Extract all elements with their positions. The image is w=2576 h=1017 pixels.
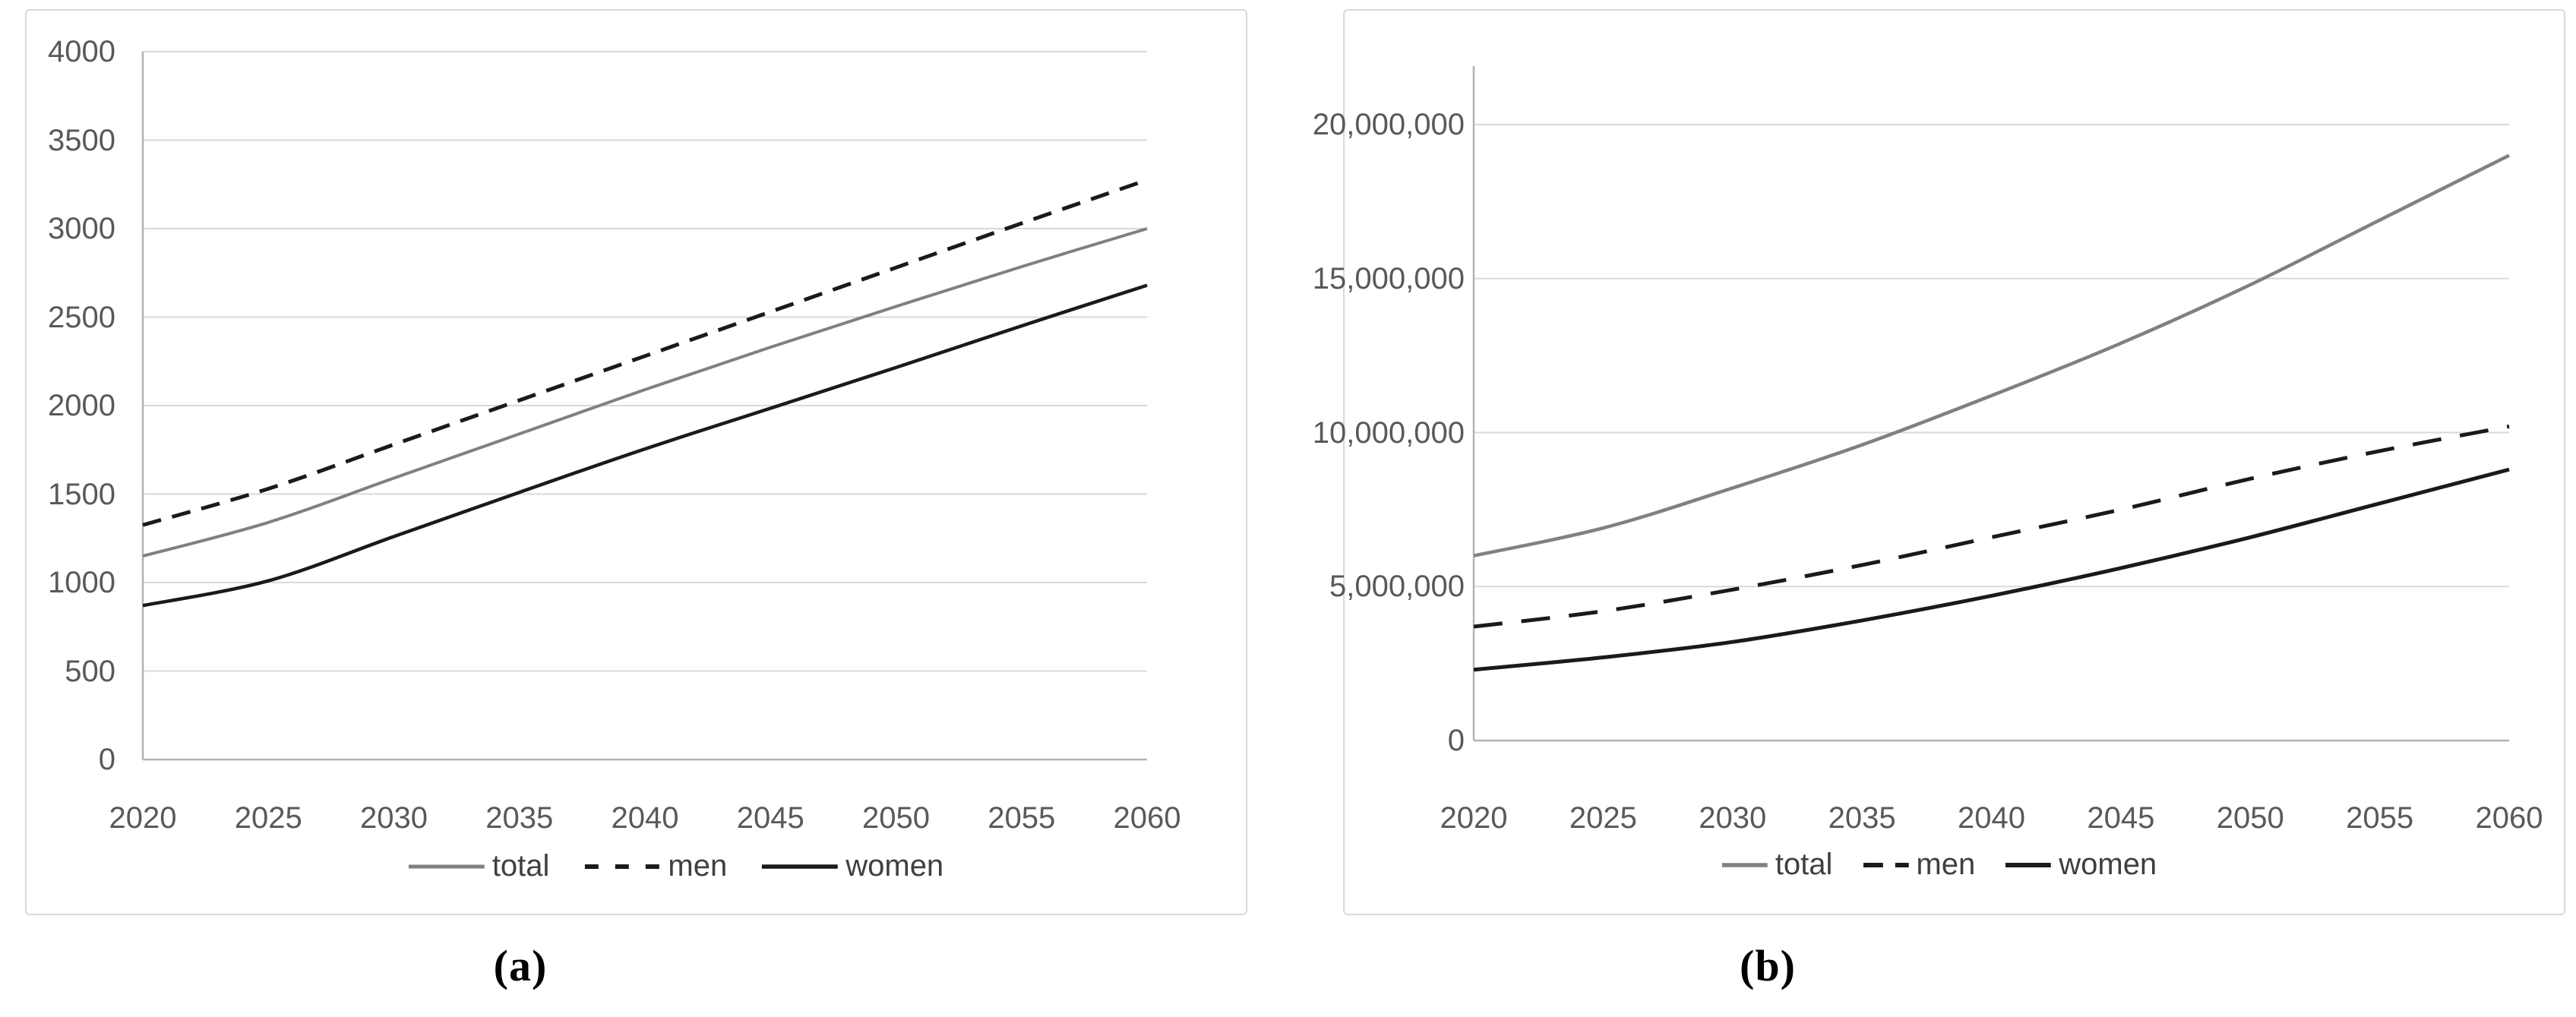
chart-card-a bbox=[25, 9, 1247, 915]
chart-b-gridlines bbox=[1474, 124, 2509, 588]
legend-item-men: men bbox=[584, 849, 727, 883]
chart-card-b bbox=[1343, 9, 2565, 915]
series-line-men-a bbox=[142, 178, 1148, 527]
y-tick-label: 1500 bbox=[48, 477, 115, 511]
y-tick-label: 0 bbox=[1447, 724, 1465, 757]
x-tick-label: 2035 bbox=[485, 801, 554, 835]
chart-a-gridlines bbox=[143, 51, 1147, 672]
chart-a-series bbox=[142, 178, 1148, 608]
y-tick-label: 15,000,000 bbox=[1312, 261, 1465, 295]
line-swatch-icon bbox=[1721, 862, 1768, 867]
y-tick-label: 3500 bbox=[48, 123, 115, 157]
x-tick-label: 2055 bbox=[2346, 801, 2414, 835]
y-tick-label: 4000 bbox=[48, 35, 115, 68]
legend-item-women: women bbox=[2005, 848, 2157, 882]
y-tick-label: 5,000,000 bbox=[1329, 570, 1465, 604]
chart-b-legend: total men women bbox=[1721, 848, 2157, 882]
series-line-total-a bbox=[142, 227, 1148, 557]
x-tick-label: 2045 bbox=[736, 801, 804, 835]
line-swatch-icon bbox=[408, 864, 485, 868]
y-tick-label: 20,000,000 bbox=[1312, 108, 1465, 142]
chart-b-axes bbox=[1472, 66, 2509, 742]
series-line-women-b bbox=[1473, 467, 2510, 672]
x-tick-label: 2025 bbox=[234, 801, 302, 835]
legend-label-men: men bbox=[1916, 848, 1976, 881]
legend-item-total: total bbox=[1721, 848, 1833, 882]
x-tick-label: 2035 bbox=[1828, 801, 1896, 835]
legend-item-men: men bbox=[1863, 848, 1975, 882]
legend-label-total: total bbox=[491, 849, 550, 883]
chart-a-axes bbox=[141, 52, 1147, 761]
y-tick-label: 3000 bbox=[48, 212, 115, 245]
x-tick-label: 2030 bbox=[1699, 801, 1767, 835]
x-tick-label: 2040 bbox=[1958, 801, 2025, 835]
x-tick-label: 2045 bbox=[2087, 801, 2155, 835]
legend-item-total: total bbox=[408, 849, 550, 883]
line-swatch-icon bbox=[584, 864, 661, 869]
y-tick-label: 2500 bbox=[48, 300, 115, 334]
caption-a: (a) bbox=[493, 941, 548, 990]
series-line-men-b bbox=[1473, 424, 2510, 629]
y-tick-label: 500 bbox=[65, 654, 115, 688]
x-tick-label: 2040 bbox=[611, 801, 679, 835]
x-tick-label: 2050 bbox=[2216, 801, 2284, 835]
x-tick-label: 2020 bbox=[109, 801, 177, 835]
x-tick-label: 2060 bbox=[1113, 801, 1181, 835]
x-tick-label: 2020 bbox=[1440, 801, 1508, 835]
legend-label-total: total bbox=[1775, 848, 1833, 881]
line-swatch-icon bbox=[762, 864, 839, 869]
legend-label-women: women bbox=[2059, 848, 2157, 881]
x-tick-label: 2055 bbox=[988, 801, 1056, 835]
line-swatch-icon bbox=[2005, 862, 2052, 867]
x-tick-label: 2060 bbox=[2475, 801, 2543, 835]
series-line-women-a bbox=[142, 283, 1148, 608]
x-tick-label: 2050 bbox=[862, 801, 930, 835]
y-tick-label: 10,000,000 bbox=[1312, 415, 1465, 450]
y-tick-label: 1000 bbox=[48, 566, 115, 599]
legend-label-men: men bbox=[668, 849, 728, 883]
x-tick-label: 2025 bbox=[1569, 801, 1637, 835]
chart-b-series bbox=[1473, 153, 2511, 672]
caption-b: (b) bbox=[1740, 941, 1796, 990]
line-swatch-icon bbox=[1863, 862, 1909, 867]
y-tick-label: 0 bbox=[98, 743, 115, 776]
series-line-total-b bbox=[1473, 153, 2511, 557]
legend-item-women: women bbox=[762, 849, 943, 883]
chart-a-legend: total men women bbox=[408, 849, 943, 883]
y-tick-label: 2000 bbox=[48, 389, 115, 422]
legend-label-women: women bbox=[845, 849, 944, 883]
x-tick-label: 2030 bbox=[360, 801, 428, 835]
